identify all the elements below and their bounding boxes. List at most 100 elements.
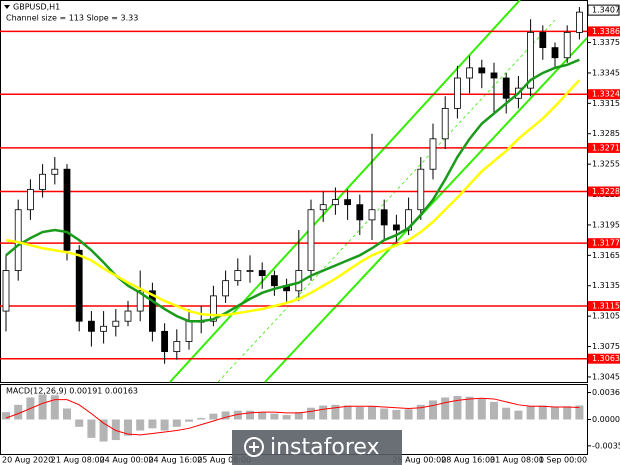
logo-box — [232, 430, 402, 465]
candle-body — [490, 72, 498, 79]
macd-bar — [14, 404, 23, 420]
x-tick-label: 24 Aug 00:00 — [100, 456, 154, 465]
macd-bar — [514, 410, 523, 420]
candle-body — [429, 138, 437, 170]
candle-body — [319, 204, 327, 211]
macd-bar — [233, 410, 242, 420]
level-tag — [588, 26, 620, 37]
candle-body — [161, 330, 169, 353]
macd-bar — [148, 419, 157, 429]
candle-body — [307, 209, 315, 271]
candle-body — [112, 320, 120, 327]
macd-bar — [368, 406, 376, 420]
level-label: 1.3271 — [592, 143, 620, 152]
macd-bar — [246, 410, 254, 420]
macd-bar — [404, 409, 413, 420]
level-label: 1.3177 — [592, 239, 620, 248]
y-tick-label: 1.3285 — [592, 129, 620, 138]
candle-body — [441, 108, 449, 140]
candle-body — [539, 32, 547, 49]
macd-bar — [136, 419, 145, 431]
watermark-text: instaforex — [270, 435, 380, 460]
candle-body — [100, 325, 107, 332]
candle-body — [368, 209, 376, 221]
macd-bar — [453, 396, 462, 420]
candle-body — [173, 341, 181, 353]
level-label: 1.3115 — [592, 302, 620, 311]
candle-body — [222, 280, 230, 297]
level-label: 1.3386 — [592, 27, 620, 36]
candle-body — [270, 275, 278, 287]
y-tick-label: 0.00000 — [592, 415, 620, 424]
macd-bar — [416, 404, 425, 420]
level-tag — [588, 301, 620, 312]
y-tick-label: 1.3375 — [592, 38, 620, 47]
moving-average — [5, 58, 580, 323]
macd-bar — [551, 407, 559, 420]
macd-bar — [87, 419, 96, 438]
macd-bar — [429, 400, 437, 420]
macd-bar — [343, 405, 352, 420]
macd-bar — [160, 419, 169, 431]
candle-body — [258, 270, 266, 277]
candle-body — [392, 224, 400, 231]
x-tick-label: 31 Aug 08:00 — [490, 456, 544, 465]
candle-body — [124, 310, 132, 322]
level-tag — [588, 89, 620, 100]
candle-body — [39, 173, 46, 190]
y-tick-label: 1.3315 — [592, 99, 620, 108]
level-tag — [588, 353, 620, 364]
macd-bar — [172, 419, 181, 427]
macd-title: MACD(12,26,9) 0.00191 0.00163 — [6, 387, 138, 396]
watermark-logo: instaforex — [232, 430, 402, 465]
macd-bar — [111, 419, 120, 441]
candle-body — [2, 270, 10, 312]
level-label: 1.3063 — [592, 354, 620, 363]
candle-body — [380, 209, 388, 226]
macd-bar — [270, 413, 279, 420]
candle-body — [234, 270, 242, 282]
candle-body — [75, 249, 83, 322]
y-tick-label: -0.00359 — [592, 441, 620, 450]
macd-bar — [2, 412, 10, 420]
macd-bar — [477, 398, 486, 420]
macd-bar — [502, 407, 511, 420]
macd-bar — [490, 401, 498, 420]
x-tick-label: 28 Aug 16:00 — [441, 456, 495, 465]
macd-bar — [331, 404, 340, 420]
macd-bar — [38, 394, 47, 420]
logo-icon — [244, 437, 264, 457]
x-tick-label: 25 Aug 08:00 — [197, 456, 251, 465]
macd-bar — [526, 406, 535, 420]
macd-bar — [294, 412, 303, 420]
macd-signal — [5, 397, 580, 436]
channel-middle — [217, 19, 556, 383]
last-price-tag — [587, 4, 620, 16]
x-tick-label: 20 Aug 2020 — [2, 456, 53, 465]
macd-bar — [197, 418, 206, 420]
macd-bar — [75, 419, 84, 427]
candle-body — [148, 290, 156, 332]
macd-bar — [319, 405, 328, 420]
chart-title: GBPUSD,H1 — [13, 3, 60, 12]
y-tick-label: 1.3195 — [592, 220, 620, 229]
y-tick-label: 1.3075 — [592, 342, 620, 351]
candle-body — [576, 11, 583, 33]
candle-body — [51, 168, 59, 175]
macd-bar — [63, 408, 71, 420]
macd-bar — [575, 405, 584, 420]
candle-body — [185, 320, 193, 342]
candle-body — [88, 320, 95, 332]
candle-body — [26, 189, 34, 211]
macd-bar — [185, 419, 193, 422]
level-tag — [588, 142, 620, 153]
macd-bar — [307, 407, 315, 420]
y-tick-label: 1.3045 — [592, 372, 620, 381]
logo-icon-cross — [249, 442, 259, 452]
candle-body — [246, 270, 254, 272]
macd-bar — [50, 395, 59, 420]
macd-bar — [465, 396, 474, 420]
macd-bar — [563, 406, 572, 420]
